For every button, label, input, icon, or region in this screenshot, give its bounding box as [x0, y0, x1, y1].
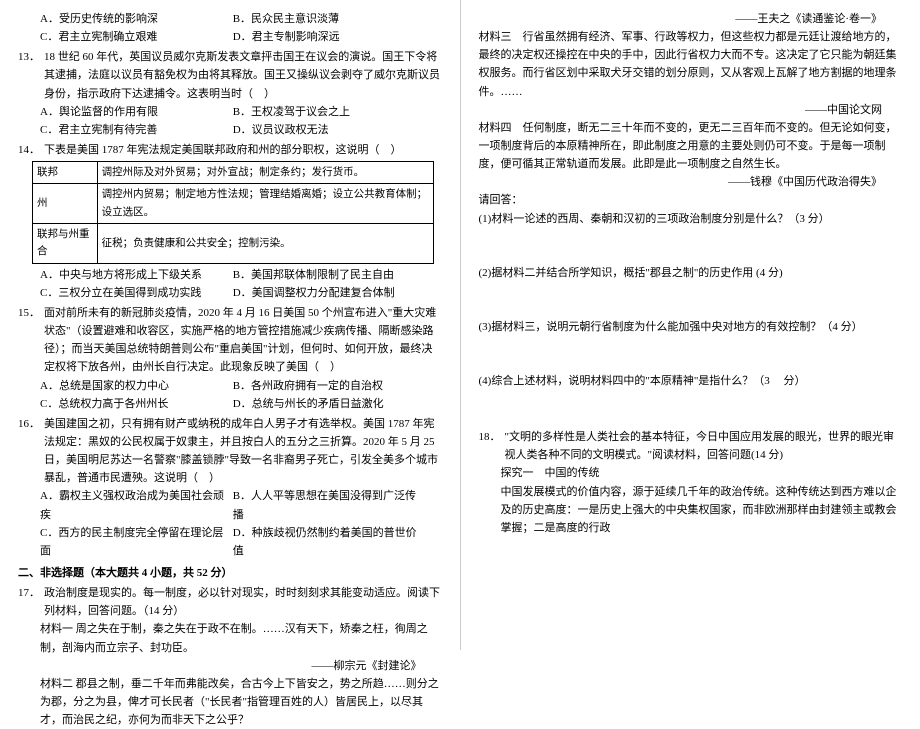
q16-num: 16．: [18, 415, 44, 488]
table-row: 联邦与州重合征税；负责健康和公共安全；控制污染。: [33, 224, 434, 264]
q18: 18． "文明的多样性是人类社会的基本特征，今日中国应用发展的眼光，世界的眼光审…: [479, 428, 903, 464]
left-column: A．受历史传统的影响深 B．民众民主意识淡薄 C．君主立宪制确立艰难 D．君主专…: [0, 0, 460, 650]
q15-opt-a: A．总统是国家的权力中心: [40, 377, 233, 395]
q16-opt-b: B．人人平等思想在美国没得到广泛传播: [233, 487, 426, 523]
q17-material-2: 材料二 郡县之制，垂二千年而弗能改矣，合古今上下皆安之，势之所趋……则分之为郡，…: [40, 675, 442, 729]
q12-opt-b: B．民众民主意识淡薄: [233, 10, 426, 28]
q17-num: 17．: [18, 584, 44, 620]
q15-opt-b: B．各州政府拥有一定的自治权: [233, 377, 426, 395]
q15-opt-c: C．总统权力高于各州州长: [40, 395, 233, 413]
q18-text: "文明的多样性是人类社会的基本特征，今日中国应用发展的眼光，世界的眼光审视人类各…: [505, 428, 903, 464]
cell: 征税；负责健康和公共安全；控制污染。: [97, 224, 434, 264]
ask-label: 请回答：: [479, 191, 903, 209]
cite-2: ——王夫之《读通鉴论·卷一》: [479, 10, 883, 28]
q15: 15． 面对前所未有的新冠肺炎疫情，2020 年 4 月 16 日美国 50 个…: [18, 304, 442, 377]
cite-4: ——钱穆《中国历代政治得失》: [479, 173, 883, 191]
sub-q4: (4)综合上述材料，说明材料四中的"本原精神"是指什么？（3 分）: [479, 372, 903, 390]
sub-q1: (1)材料一论述的西周、秦朝和汉初的三项政治制度分别是什么？（3 分）: [479, 210, 903, 228]
q12-opt-d: D．君主专制影响深远: [233, 28, 426, 46]
q13-opt-b: B．王权凌驾于议会之上: [233, 103, 426, 121]
q16-options: A．霸权主义强权政治成为美国社会顽疾 B．人人平等思想在美国没得到广泛传播 C．…: [40, 487, 442, 560]
cell: 调控州际及对外贸易；对外宣战；制定条约；发行货币。: [97, 162, 434, 184]
cell: 州: [33, 184, 98, 224]
cell: 联邦与州重合: [33, 224, 98, 264]
cite-3: ——中国论文网: [479, 101, 883, 119]
q13: 13． 18 世纪 60 年代，英国议员威尔克斯发表文章抨击国王在议会的演说。国…: [18, 48, 442, 102]
q17: 17． 政治制度是现实的。每一制度，必以针对现实，时时刻刻求其能变动适应。阅读下…: [18, 584, 442, 620]
q13-opt-c: C．君主立宪制有待完善: [40, 121, 233, 139]
q16-opt-a: A．霸权主义强权政治成为美国社会顽疾: [40, 487, 233, 523]
q13-opt-d: D．议员议政权无法: [233, 121, 426, 139]
q15-num: 15．: [18, 304, 44, 377]
q14-options: A．中央与地方将形成上下级关系 B．美国邦联体制限制了民主自由 C．三权分立在美…: [40, 266, 442, 302]
q12-opt-a: A．受历史传统的影响深: [40, 10, 233, 28]
q13-text: 18 世纪 60 年代，英国议员威尔克斯发表文章抨击国王在议会的演说。国王下令将…: [44, 48, 442, 102]
table-row: 州调控州内贸易；制定地方性法规；管理结婚离婚；设立公共教育体制；设立选区。: [33, 184, 434, 224]
q18-sub-1: 探究一 中国的传统: [501, 464, 903, 482]
q18-num: 18．: [479, 428, 505, 464]
q17-text: 政治制度是现实的。每一制度，必以针对现实，时时刻刻求其能变动适应。阅读下列材料，…: [44, 584, 442, 620]
q14-opt-d: D．美国调整权力分配建复合体制: [233, 284, 426, 302]
q14: 14． 下表是美国 1787 年宪法规定美国联邦政府和州的部分职权，这说明（ ）: [18, 141, 442, 159]
exam-page: A．受历史传统的影响深 B．民众民主意识淡薄 C．君主立宪制确立艰难 D．君主专…: [0, 0, 920, 650]
q12-options: A．受历史传统的影响深 B．民众民主意识淡薄 C．君主立宪制确立艰难 D．君主专…: [40, 10, 442, 46]
q14-text: 下表是美国 1787 年宪法规定美国联邦政府和州的部分职权，这说明（ ）: [44, 141, 442, 159]
q15-options: A．总统是国家的权力中心 B．各州政府拥有一定的自治权 C．总统权力高于各州州长…: [40, 377, 442, 413]
q13-num: 13．: [18, 48, 44, 102]
q13-options: A．舆论监督的作用有限 B．王权凌驾于议会之上 C．君主立宪制有待完善 D．议员…: [40, 103, 442, 139]
cell: 调控州内贸易；制定地方性法规；管理结婚离婚；设立公共教育体制；设立选区。: [97, 184, 434, 224]
q14-opt-b: B．美国邦联体制限制了民主自由: [233, 266, 426, 284]
q15-opt-d: D．总统与州长的矛盾日益激化: [233, 395, 426, 413]
sub-q3: (3)据材料三，说明元朝行省制度为什么能加强中央对地方的有效控制？（4 分）: [479, 318, 903, 336]
material-3: 材料三 行省虽然拥有经济、军事、行政等权力，但这些权力都是元廷让渡给地方的，最终…: [479, 28, 903, 101]
q14-num: 14．: [18, 141, 44, 159]
sub-q2: (2)据材料二并结合所学知识，概括"郡县之制"的历史作用 (4 分): [479, 264, 903, 282]
cell: 联邦: [33, 162, 98, 184]
material-4: 材料四 任何制度，断无二三十年而不变的，更无二三百年而不变的。但无论如何变，一项…: [479, 119, 903, 173]
q14-table: 联邦调控州际及对外贸易；对外宣战；制定条约；发行货币。 州调控州内贸易；制定地方…: [32, 161, 434, 264]
q16-text: 美国建国之初，只有拥有财产或纳税的成年白人男子才有选举权。美国 1787 年宪法…: [44, 415, 442, 488]
q18-sub-2: 中国发展模式的价值内容，源于延续几千年的政治传统。这种传统达到西方难以企及的历史…: [501, 483, 903, 537]
table-row: 联邦调控州际及对外贸易；对外宣战；制定条约；发行货币。: [33, 162, 434, 184]
q14-opt-c: C．三权分立在美国得到成功实践: [40, 284, 233, 302]
q12-opt-c: C．君主立宪制确立艰难: [40, 28, 233, 46]
q16-opt-d: D．种族歧视仍然制约着美国的普世价值: [233, 524, 426, 560]
section-2-heading: 二、非选择题（本大题共 4 小题，共 52 分）: [18, 564, 442, 582]
q14-opt-a: A．中央与地方将形成上下级关系: [40, 266, 233, 284]
q17-cite-1: ——柳宗元《封建论》: [18, 657, 422, 675]
q13-opt-a: A．舆论监督的作用有限: [40, 103, 233, 121]
q16-opt-c: C．西方的民主制度完全停留在理论层面: [40, 524, 233, 560]
q17-material-1: 材料一 周之失在于制，秦之失在于政不在制。……汉有天下，矫秦之枉，徇周之制，剖海…: [40, 620, 442, 656]
q16: 16． 美国建国之初，只有拥有财产或纳税的成年白人男子才有选举权。美国 1787…: [18, 415, 442, 488]
q15-text: 面对前所未有的新冠肺炎疫情，2020 年 4 月 16 日美国 50 个州宣布进…: [44, 304, 442, 377]
right-column: ——王夫之《读通鉴论·卷一》 材料三 行省虽然拥有经济、军事、行政等权力，但这些…: [461, 0, 920, 650]
